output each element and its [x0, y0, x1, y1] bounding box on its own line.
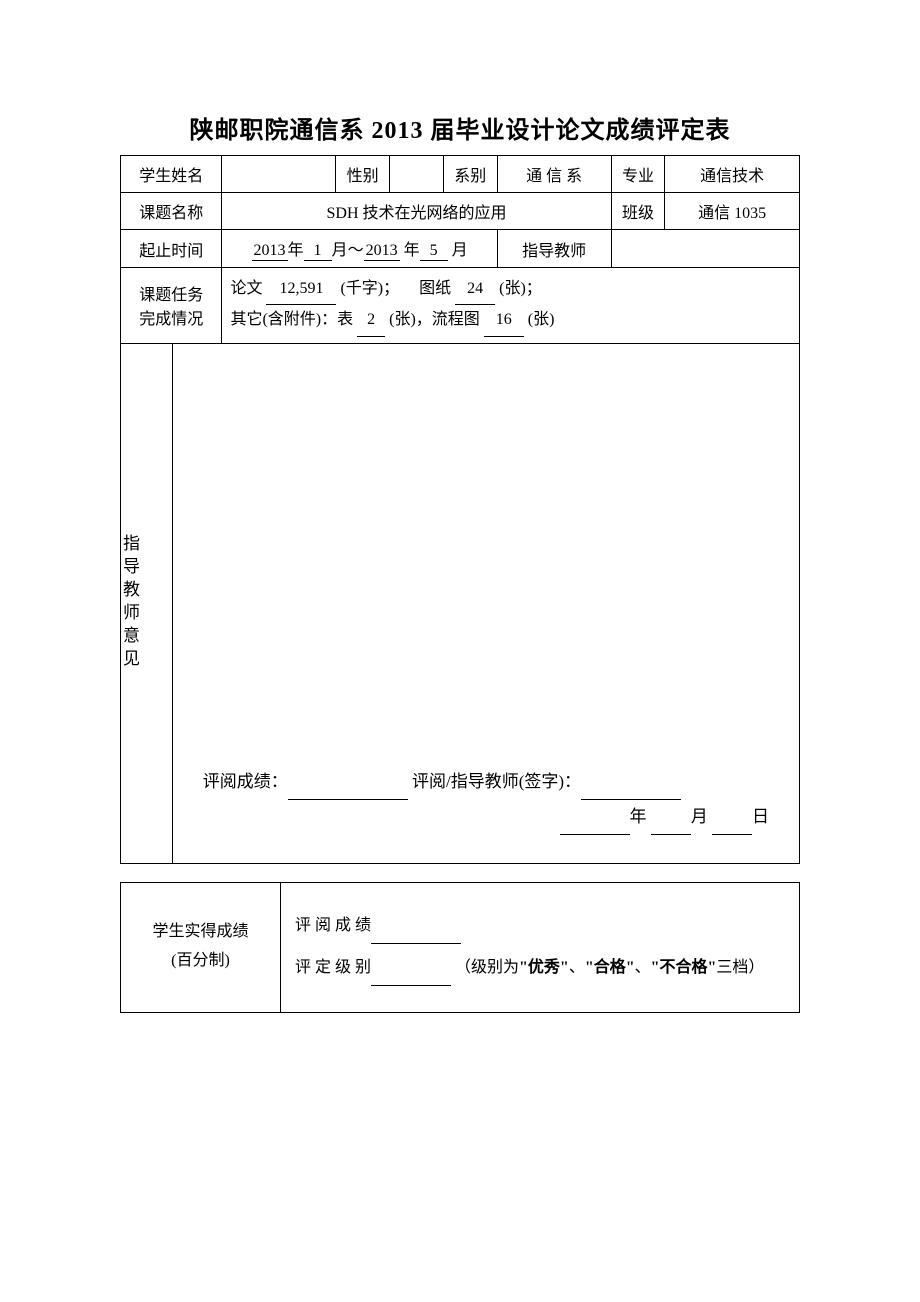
date-day-blank [712, 800, 752, 835]
label-opinion-cell: 指导教师意见 [121, 343, 173, 863]
drawing-count: 24 [455, 274, 495, 305]
final-score-table: 学生实得成绩 (百分制) 评 阅 成 绩 评 定 级 别 （级别为"优秀"、"合… [120, 882, 800, 1013]
sign-label: 评阅/指导教师(签字)： [412, 772, 581, 791]
label-task-status-l1: 课题任务 [125, 281, 217, 305]
period-sep: ～ [348, 242, 364, 259]
level-label: 评 定 级 别 [295, 959, 371, 976]
drawing-prefix: 图纸 [419, 280, 451, 297]
review-score-label: 评阅成绩： [203, 772, 288, 791]
row-task-status: 课题任务 完成情况 论文 12,591 (千字)； 图纸 24 (张)； 其它(… [121, 268, 800, 344]
row-period: 起止时间 2013年1月～2013 年5 月 指导教师 [121, 230, 800, 268]
other-unit: (张) [528, 311, 555, 328]
label-department: 系别 [443, 156, 497, 193]
row-student: 学生姓名 性别 系别 通 信 系 专业 通信技术 [121, 156, 800, 193]
period-year2: 2013 [364, 242, 400, 261]
label-final-score-l1: 学生实得成绩 [131, 918, 270, 947]
row-opinion: 指导教师意见 评阅成绩： 评阅/指导教师(签字)： 年 月 日 [121, 343, 800, 863]
label-final-score: 学生实得成绩 (百分制) [121, 882, 281, 1012]
opinion-date-line: 年 月 日 [203, 800, 779, 835]
level-note-suffix: 三档） [716, 959, 764, 976]
opinion-signature-block: 评阅成绩： 评阅/指导教师(签字)： 年 月 日 [203, 765, 779, 835]
value-gender [390, 156, 444, 193]
value-major: 通信技术 [665, 156, 800, 193]
period-year1-unit: 年 [288, 242, 304, 259]
period-year2-unit: 年 [400, 242, 420, 259]
label-task-status-l2: 完成情况 [125, 305, 217, 329]
row-topic: 课题名称 SDH 技术在光网络的应用 班级 通信 1035 [121, 193, 800, 230]
label-task-status: 课题任务 完成情况 [121, 268, 222, 344]
review-score-blank2 [371, 908, 461, 944]
date-day-unit: 日 [752, 807, 769, 826]
level-note-prefix: （级别为 [455, 959, 519, 976]
value-topic: SDH 技术在光网络的应用 [222, 193, 611, 230]
value-period: 2013年1月～2013 年5 月 [222, 230, 497, 268]
label-gender: 性别 [336, 156, 390, 193]
tables-count: 2 [357, 305, 385, 336]
date-year-unit: 年 [630, 807, 647, 826]
period-year1: 2013 [252, 242, 288, 261]
value-class: 通信 1035 [665, 193, 800, 230]
level-sep1: 、 [569, 959, 585, 976]
level-opt2: "合格" [585, 959, 635, 976]
review-score-label2: 评 阅 成 绩 [295, 917, 371, 934]
value-student-name [222, 156, 336, 193]
value-advisor [611, 230, 799, 268]
flowchart-count: 16 [484, 305, 524, 336]
opinion-sign-line: 评阅成绩： 评阅/指导教师(签字)： [203, 765, 779, 800]
label-advisor: 指导教师 [497, 230, 611, 268]
value-task-status: 论文 12,591 (千字)； 图纸 24 (张)； 其它(含附件)：表 2 (… [222, 268, 800, 344]
row-final-score: 学生实得成绩 (百分制) 评 阅 成 绩 评 定 级 别 （级别为"优秀"、"合… [121, 882, 800, 1012]
level-sep2: 、 [635, 959, 651, 976]
label-student-name: 学生姓名 [121, 156, 222, 193]
period-month2: 5 [420, 242, 448, 261]
thesis-unit: (千字)； [340, 280, 399, 297]
page: 陕邮职院通信系 2013 届毕业设计论文成绩评定表 学生姓名 性别 系别 通 信… [0, 0, 920, 1302]
level-line: 评 定 级 别 （级别为"优秀"、"合格"、"不合格"三档） [295, 950, 789, 986]
period-month2-unit: 月 [448, 242, 468, 259]
other-mid: (张)，流程图 [389, 311, 480, 328]
final-score-body: 评 阅 成 绩 评 定 级 别 （级别为"优秀"、"合格"、"不合格"三档） [281, 882, 800, 1012]
opinion-body: 评阅成绩： 评阅/指导教师(签字)： 年 月 日 [172, 343, 799, 863]
label-topic: 课题名称 [121, 193, 222, 230]
date-year-blank [560, 800, 630, 835]
other-prefix: 其它(含附件)：表 [230, 311, 353, 328]
level-opt3: "不合格" [651, 959, 717, 976]
label-major: 专业 [611, 156, 665, 193]
date-month-blank [651, 800, 691, 835]
drawing-unit: (张)； [499, 280, 542, 297]
sign-blank [581, 765, 681, 800]
page-title: 陕邮职院通信系 2013 届毕业设计论文成绩评定表 [120, 110, 800, 145]
label-opinion: 指导教师意见 [121, 534, 138, 672]
task-line2: 其它(含附件)：表 2 (张)，流程图 16 (张) [230, 305, 791, 336]
thesis-prefix: 论文 [230, 280, 262, 297]
thesis-words: 12,591 [266, 274, 336, 305]
task-line1: 论文 12,591 (千字)； 图纸 24 (张)； [230, 274, 791, 305]
review-score-line: 评 阅 成 绩 [295, 908, 789, 944]
label-final-score-l2: (百分制) [131, 947, 270, 976]
period-month1: 1 [304, 242, 332, 261]
level-opt1: "优秀" [519, 959, 569, 976]
level-blank [371, 950, 451, 986]
value-department: 通 信 系 [497, 156, 611, 193]
review-score-blank [288, 765, 408, 800]
label-period: 起止时间 [121, 230, 222, 268]
label-class: 班级 [611, 193, 665, 230]
date-month-unit: 月 [691, 807, 708, 826]
evaluation-form-table: 学生姓名 性别 系别 通 信 系 专业 通信技术 课题名称 SDH 技术在光网络… [120, 155, 800, 864]
period-month1-unit: 月 [332, 242, 348, 259]
table-gap [120, 864, 800, 882]
